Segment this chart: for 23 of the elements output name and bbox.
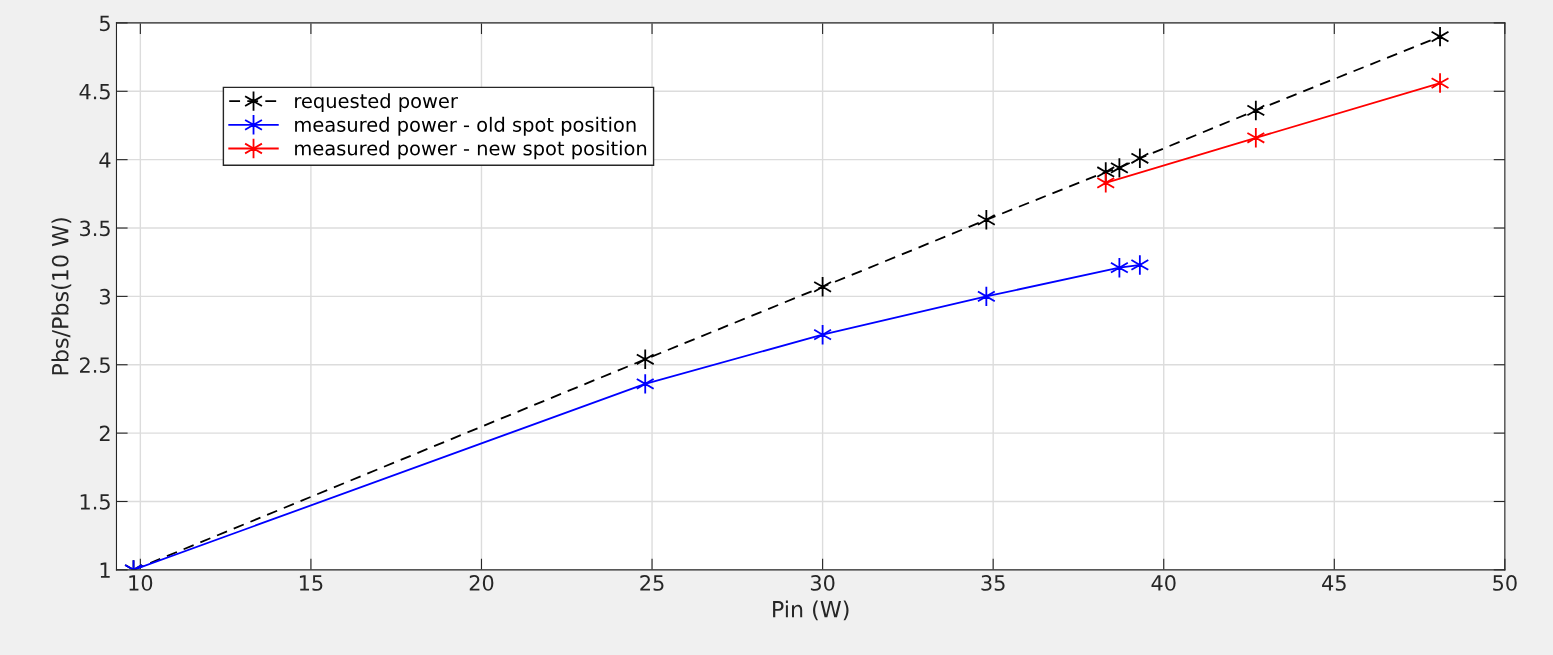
legend-label: measured power - new spot position [295, 140, 647, 160]
y-tick-label: 4 [99, 152, 111, 168]
y-tick-label: 3 [99, 288, 110, 305]
y-tick-label: 3.5 [80, 220, 110, 237]
legend-label: requested power [295, 93, 458, 112]
y-tick-label: 5 [99, 15, 110, 32]
x-tick-label: 50 [1493, 575, 1517, 591]
y-axis-title: Pbs/Pbs(10 W) [51, 218, 72, 375]
x-tick-label: 40 [1151, 575, 1176, 591]
x-tick-label: 15 [299, 575, 323, 591]
legend-label: measured power - old spot position [295, 116, 636, 136]
y-tick-label: 1 [100, 562, 110, 578]
x-tick-label: 25 [640, 575, 664, 591]
x-axis-title: Pin (W) [773, 600, 849, 621]
x-tick-label: 45 [1322, 575, 1346, 591]
y-tick-label: 2.5 [80, 357, 110, 373]
y-tick-label: 4.5 [79, 84, 110, 100]
x-tick-label: 35 [981, 575, 1005, 591]
x-tick-label: 30 [810, 575, 835, 591]
y-tick-label: 1.5 [80, 494, 110, 510]
x-tick-label: 10 [129, 575, 153, 591]
x-tick-label: 20 [469, 575, 494, 591]
y-tick-label: 2 [99, 425, 110, 442]
